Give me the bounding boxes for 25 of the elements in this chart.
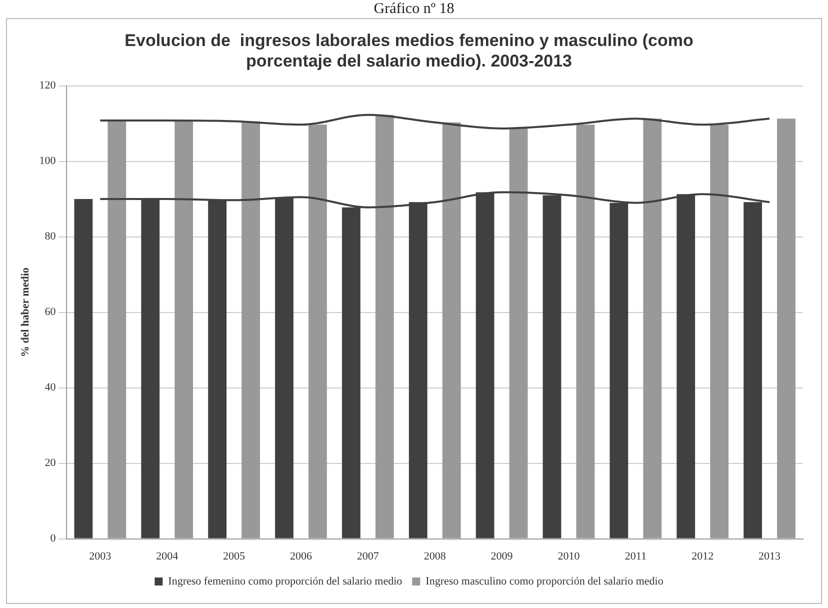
chart-title: Evolucion de ingresos laborales medios femenino y masculino (como porcentaje del salario medio). 2003-2013 [124,30,694,70]
y-tick-label: 100 [39,155,56,168]
y-tick-label: 20 [44,457,56,470]
legend-label: Ingreso masculino como proporción del salario medio [426,575,664,588]
text: Gráfico nº 18 [372,0,456,18]
x-tick-label: 2004 [156,550,179,562]
line-series [99,114,771,130]
x-tick-label: 2007 [356,550,380,562]
x-tick-label: 2003 [89,550,112,562]
legend-label: Ingreso femenino como proporción del salario medio [168,575,403,588]
y-tick-label: 0 [50,532,56,545]
x-tick-label: 2012 [692,550,714,562]
x-tick-label: 2013 [758,550,782,562]
x-tick-label: 2005 [223,550,246,562]
y-tick-label: 40 [44,382,56,394]
x-tick-label: 2009 [490,550,514,562]
x-tick-label: 2010 [558,550,580,562]
y-tick-label: 120 [39,80,56,92]
y-tick-label: 60 [44,306,56,318]
y-tick-label: 80 [44,230,56,243]
x-tick-label: 2008 [424,550,446,562]
x-tick-label: 2006 [290,550,312,562]
y-axis-title: % del haber medio [19,267,32,357]
bar [74,199,93,538]
x-tick-label: 2011 [624,550,646,562]
